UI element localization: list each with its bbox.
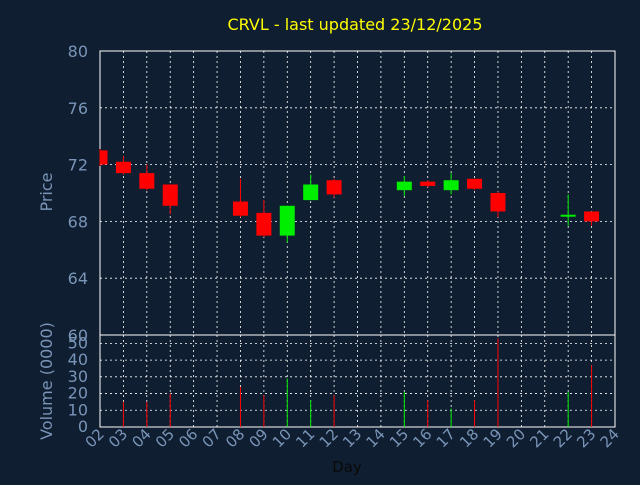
x-tick-label: 08 <box>222 425 248 451</box>
x-tick-label: 21 <box>526 425 552 451</box>
candle-body <box>420 181 436 186</box>
price-tick-label: 80 <box>68 42 88 61</box>
x-tick-label: 09 <box>245 425 271 451</box>
volume-tick-label: 20 <box>68 384 88 403</box>
volume-tick-label: 50 <box>68 333 88 352</box>
volume-tick-label: 30 <box>68 367 88 386</box>
x-axis-ticks: 0203040506070809101112131415161718192021… <box>82 425 623 451</box>
price-panel: 80 76 72 68 64 60 <box>68 42 616 345</box>
chart-title: CRVL - last updated 23/12/2025 <box>228 15 483 34</box>
candle-body <box>584 211 600 222</box>
x-tick-label: 10 <box>269 425 295 451</box>
x-tick-label: 17 <box>433 425 459 451</box>
volume-tick-label: 10 <box>68 400 88 419</box>
price-axis-label: Price <box>37 172 56 211</box>
price-tick-label: 72 <box>68 156 88 175</box>
volume-tick-label: 40 <box>68 350 88 369</box>
x-tick-label: 14 <box>363 425 389 451</box>
price-tick-label: 64 <box>68 269 88 288</box>
x-tick-label: 20 <box>503 425 529 451</box>
candle-body <box>162 184 178 206</box>
x-tick-label: 04 <box>128 425 154 451</box>
volume-tick-label: 0 <box>78 417 88 436</box>
x-tick-label: 07 <box>199 425 225 451</box>
candle-body <box>490 193 506 212</box>
price-tick-label: 60 <box>68 326 88 345</box>
x-tick-label: 03 <box>105 425 131 451</box>
x-axis-label: Day <box>332 458 362 476</box>
x-tick-label: 24 <box>597 425 623 451</box>
candle-body <box>115 161 131 174</box>
candle-body <box>100 150 108 165</box>
candle-body <box>560 214 576 217</box>
x-tick-label: 13 <box>339 425 365 451</box>
x-tick-label: 22 <box>550 425 576 451</box>
candle-body <box>396 181 412 191</box>
price-tick-label: 76 <box>68 99 88 118</box>
x-tick-label: 16 <box>409 425 435 451</box>
candle-body <box>326 180 342 195</box>
candle-body <box>256 212 272 236</box>
candle-body <box>467 178 483 189</box>
x-tick-label: 18 <box>456 425 482 451</box>
candle-body <box>279 205 295 236</box>
candle-body <box>232 201 248 216</box>
x-tick-label: 23 <box>573 425 599 451</box>
candle-body <box>139 173 155 189</box>
x-tick-label: 05 <box>152 425 178 451</box>
candle-body <box>303 184 319 201</box>
x-tick-label: 06 <box>175 425 201 451</box>
x-tick-label: 12 <box>316 425 342 451</box>
volume-axis-label: Volume (0000) <box>37 322 56 440</box>
candle-body <box>443 180 459 191</box>
x-tick-label: 11 <box>292 425 318 451</box>
x-tick-label: 15 <box>386 425 412 451</box>
x-tick-label: 19 <box>480 425 506 451</box>
price-tick-label: 68 <box>68 212 88 231</box>
